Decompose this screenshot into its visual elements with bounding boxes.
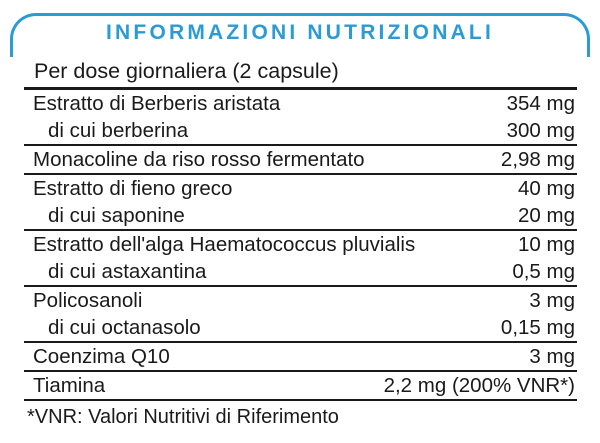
nutrient-name: di cui berberina xyxy=(48,119,189,142)
nutrient-amount: 40 mg xyxy=(518,177,575,200)
vnr-footnote: *VNR: Valori Nutritivi di Riferimento xyxy=(27,406,339,428)
nutrient-name: Estratto di fieno greco xyxy=(33,177,233,200)
table-row: Tiamina 2,2 mg (200% VNR*) xyxy=(24,372,577,401)
table-row: Estratto di fieno greco 40 mg xyxy=(24,175,577,202)
panel-border-frame xyxy=(10,13,590,57)
nutrient-name: Estratto di Berberis aristata xyxy=(33,92,281,115)
panel-title: INFORMAZIONI NUTRIZIONALI xyxy=(106,21,494,44)
nutrient-amount: 10 mg xyxy=(518,233,575,256)
nutrient-amount: 3 mg xyxy=(529,345,575,368)
table-row: Estratto di Berberis aristata 354 mg xyxy=(24,90,577,117)
table-row: Estratto dell'alga Haematococcus pluvial… xyxy=(24,231,577,258)
table-row: Monacoline da riso rosso fermentato 2,98 … xyxy=(24,146,577,175)
table-row: Policosanoli 3 mg xyxy=(24,287,577,314)
nutrition-table: Estratto di Berberis aristata 354 mg di cu… xyxy=(24,87,577,401)
table-row: Coenzima Q10 3 mg xyxy=(24,343,577,372)
nutrient-name: Tiamina xyxy=(33,374,106,397)
table-subrow: di cui astaxantina 0,5 mg xyxy=(24,258,577,287)
nutrient-amount: 2,2 mg (200% VNR*) xyxy=(383,374,575,397)
nutrient-amount: 3 mg xyxy=(529,289,575,312)
nutrient-amount: 2,98 mg xyxy=(500,148,575,171)
nutrient-name: di cui octanasolo xyxy=(48,316,201,339)
nutrient-amount: 0,15 mg xyxy=(500,316,575,339)
nutrient-name: Estratto dell'alga Haematococcus pluvial… xyxy=(33,233,416,256)
table-subrow: di cui saponine 20 mg xyxy=(24,202,577,231)
nutrient-name: di cui saponine xyxy=(48,204,185,227)
nutrient-amount: 0,5 mg xyxy=(512,260,575,283)
serving-size-text: Per dose giornaliera (2 capsule) xyxy=(34,59,339,83)
table-subrow: di cui berberina 300 mg xyxy=(24,117,577,146)
nutrient-name: di cui astaxantina xyxy=(48,260,207,283)
nutrient-amount: 300 mg xyxy=(506,119,575,142)
table-subrow: di cui octanasolo 0,15 mg xyxy=(24,314,577,343)
nutrient-name: Monacoline da riso rosso fermentato xyxy=(33,148,365,171)
nutrient-amount: 354 mg xyxy=(506,92,575,115)
nutrient-name: Policosanoli xyxy=(33,289,143,312)
nutrient-name: Coenzima Q10 xyxy=(33,345,170,368)
panel-content: Per dose giornaliera (2 capsule) Estratt… xyxy=(24,56,577,430)
nutrient-amount: 20 mg xyxy=(518,204,575,227)
